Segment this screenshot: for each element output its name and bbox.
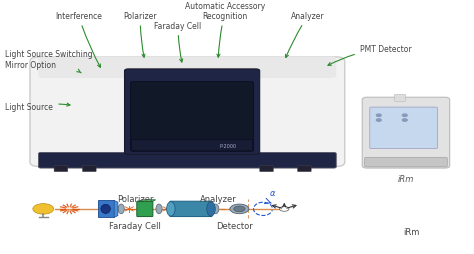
Text: Analyzer: Analyzer bbox=[285, 12, 325, 58]
FancyBboxPatch shape bbox=[38, 153, 336, 168]
Text: Faraday Cell: Faraday Cell bbox=[109, 221, 161, 230]
Text: Faraday Cell: Faraday Cell bbox=[155, 22, 201, 63]
FancyBboxPatch shape bbox=[298, 166, 311, 172]
Ellipse shape bbox=[213, 204, 219, 214]
Polygon shape bbox=[98, 201, 114, 217]
FancyBboxPatch shape bbox=[131, 82, 254, 152]
Text: Polarizer: Polarizer bbox=[123, 12, 157, 58]
Circle shape bbox=[402, 115, 407, 117]
Circle shape bbox=[402, 119, 407, 122]
FancyBboxPatch shape bbox=[82, 166, 96, 172]
FancyBboxPatch shape bbox=[170, 201, 212, 217]
FancyBboxPatch shape bbox=[370, 108, 438, 149]
Text: Light Source Switching
Mirror Option: Light Source Switching Mirror Option bbox=[5, 50, 93, 74]
Circle shape bbox=[234, 206, 245, 212]
Text: iRm: iRm bbox=[404, 227, 420, 236]
Circle shape bbox=[376, 119, 381, 122]
FancyBboxPatch shape bbox=[260, 166, 273, 172]
Circle shape bbox=[33, 204, 54, 214]
FancyBboxPatch shape bbox=[30, 58, 345, 167]
Ellipse shape bbox=[118, 204, 124, 214]
Text: Light Source: Light Source bbox=[5, 103, 70, 112]
FancyBboxPatch shape bbox=[362, 98, 450, 168]
FancyBboxPatch shape bbox=[137, 201, 153, 217]
Ellipse shape bbox=[101, 204, 110, 214]
FancyBboxPatch shape bbox=[125, 70, 260, 155]
Ellipse shape bbox=[166, 202, 175, 216]
Circle shape bbox=[280, 207, 289, 212]
Text: iRm: iRm bbox=[398, 175, 414, 184]
Text: P-2000: P-2000 bbox=[220, 143, 237, 148]
Text: Analyzer: Analyzer bbox=[200, 194, 237, 203]
Circle shape bbox=[376, 115, 381, 117]
Text: Detector: Detector bbox=[216, 221, 253, 230]
FancyBboxPatch shape bbox=[365, 158, 447, 167]
Polygon shape bbox=[138, 200, 156, 202]
FancyBboxPatch shape bbox=[54, 166, 68, 172]
Text: Interference: Interference bbox=[55, 12, 102, 68]
Text: Automatic Accessory
Recognition: Automatic Accessory Recognition bbox=[185, 2, 265, 58]
Text: Polarizer: Polarizer bbox=[117, 194, 154, 203]
Circle shape bbox=[230, 204, 249, 214]
FancyBboxPatch shape bbox=[394, 95, 406, 102]
Polygon shape bbox=[114, 201, 118, 217]
FancyBboxPatch shape bbox=[132, 140, 253, 151]
Text: PMT Detector: PMT Detector bbox=[328, 44, 411, 66]
Text: α: α bbox=[270, 188, 275, 197]
Ellipse shape bbox=[207, 202, 215, 216]
Ellipse shape bbox=[156, 204, 162, 214]
FancyBboxPatch shape bbox=[38, 57, 336, 79]
